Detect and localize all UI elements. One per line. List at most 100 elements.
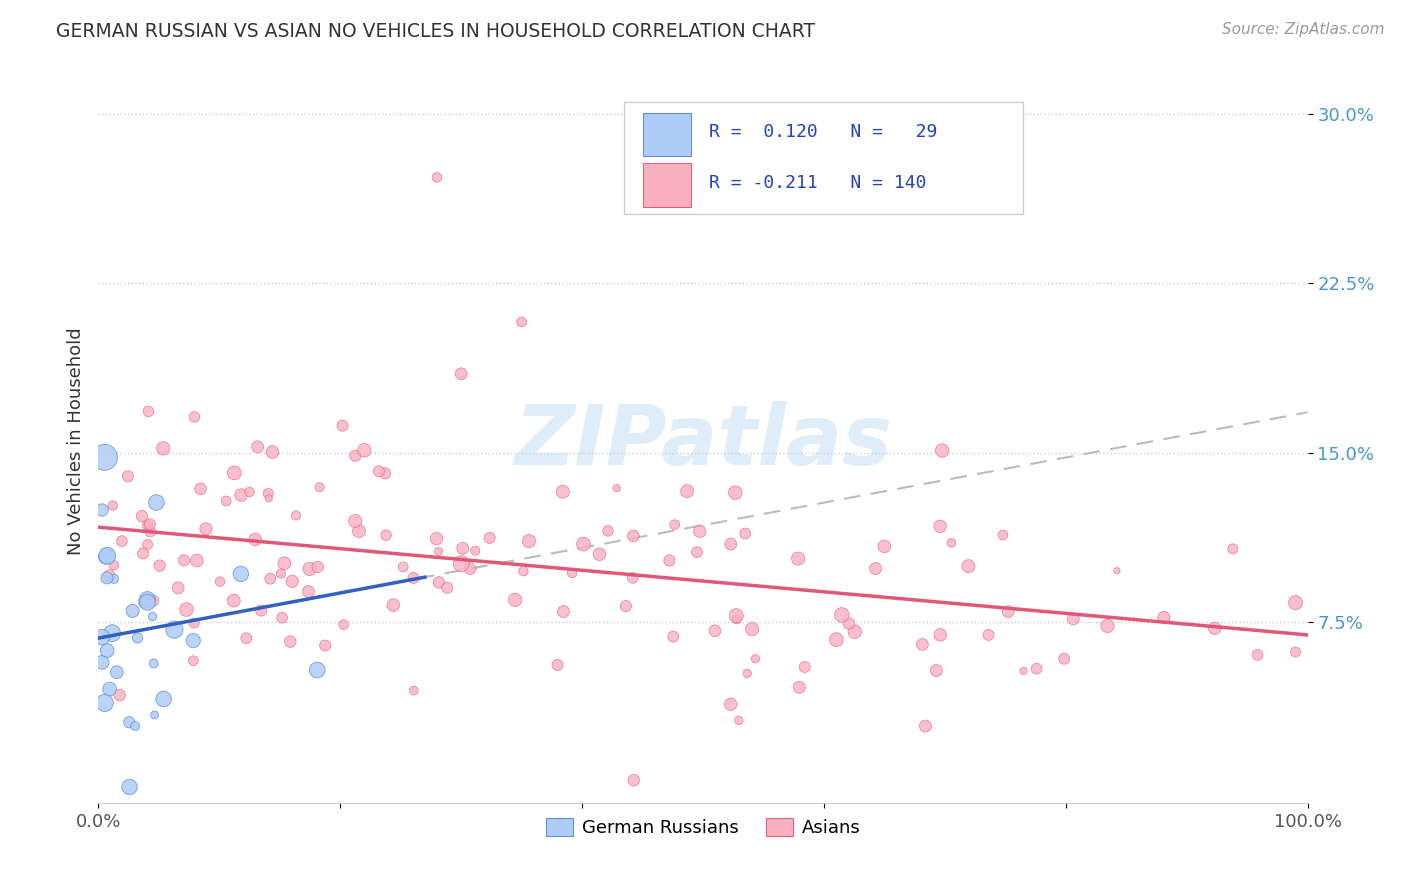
Point — [91, 503, 114, 517]
Point — [1025, 662, 1047, 676]
Point — [131, 509, 153, 524]
Point — [96, 571, 118, 585]
Point — [136, 595, 159, 609]
Point — [344, 514, 367, 528]
Point — [142, 657, 165, 671]
Point — [367, 464, 389, 478]
Point — [101, 499, 124, 513]
Point — [91, 655, 114, 669]
Point — [728, 714, 751, 728]
Point — [512, 564, 534, 578]
Point — [374, 467, 396, 481]
Point — [450, 557, 472, 571]
Point — [93, 696, 115, 710]
Point — [235, 631, 257, 645]
Point — [332, 617, 354, 632]
Point — [392, 560, 415, 574]
Point — [271, 611, 294, 625]
Point — [704, 624, 727, 638]
Point — [572, 537, 595, 551]
Point — [931, 443, 953, 458]
Point — [1062, 612, 1084, 626]
Y-axis label: No Vehicles in Household: No Vehicles in Household — [66, 327, 84, 556]
Point — [844, 624, 866, 639]
Point — [103, 558, 125, 573]
Point — [186, 553, 208, 567]
Point — [503, 592, 526, 607]
Point — [427, 575, 450, 590]
Point — [229, 566, 252, 581]
FancyBboxPatch shape — [624, 102, 1024, 214]
Point — [1284, 596, 1306, 610]
Point — [96, 549, 118, 564]
Point — [1053, 652, 1076, 666]
Point — [838, 616, 860, 631]
Point — [957, 559, 980, 574]
Legend: German Russians, Asians: German Russians, Asians — [538, 811, 868, 845]
Point — [121, 604, 143, 618]
Point — [91, 630, 114, 644]
Point — [245, 533, 267, 547]
Point — [298, 562, 321, 576]
Point — [789, 681, 811, 695]
FancyBboxPatch shape — [643, 163, 690, 207]
Point — [725, 612, 748, 626]
Point — [427, 544, 450, 558]
FancyBboxPatch shape — [643, 112, 690, 156]
Point — [183, 615, 205, 630]
Point — [105, 665, 128, 680]
Point — [436, 581, 458, 595]
Point — [825, 632, 848, 647]
Point — [929, 519, 952, 533]
Point — [149, 558, 172, 573]
Point — [793, 660, 815, 674]
Point — [127, 631, 149, 645]
Point — [173, 553, 195, 567]
Point — [136, 592, 159, 607]
Point — [865, 561, 887, 575]
Point — [108, 688, 131, 702]
Point — [142, 594, 165, 608]
Point — [676, 484, 699, 499]
Point — [929, 628, 952, 642]
Point — [273, 556, 295, 570]
Text: ZIPatlas: ZIPatlas — [515, 401, 891, 482]
Point — [246, 440, 269, 454]
Point — [741, 622, 763, 636]
Point — [118, 715, 141, 730]
Point — [720, 698, 742, 712]
Point — [136, 518, 159, 533]
Point — [307, 663, 329, 677]
Point — [176, 602, 198, 616]
Point — [606, 481, 628, 495]
Point — [167, 581, 190, 595]
Text: R = -0.211   N = 140: R = -0.211 N = 140 — [709, 174, 927, 192]
Point — [270, 566, 292, 581]
Point — [458, 562, 481, 576]
Point — [1012, 664, 1035, 678]
Point — [222, 593, 245, 607]
Point — [344, 449, 367, 463]
Point — [117, 469, 139, 483]
Point — [662, 630, 685, 644]
Point — [124, 719, 146, 733]
Point — [307, 559, 329, 574]
Point — [1105, 564, 1128, 578]
Point — [787, 551, 810, 566]
Point — [103, 572, 125, 586]
Point — [181, 633, 204, 648]
Point — [347, 524, 370, 538]
Point — [911, 638, 934, 652]
Point — [997, 605, 1019, 619]
Point — [141, 609, 163, 624]
Point — [98, 682, 121, 697]
Point — [450, 367, 472, 381]
Point — [183, 654, 205, 668]
Point — [1204, 621, 1226, 635]
Point — [163, 623, 186, 637]
Point — [551, 484, 574, 499]
Point — [262, 445, 284, 459]
Text: GERMAN RUSSIAN VS ASIAN NO VEHICLES IN HOUSEHOLD CORRELATION CHART: GERMAN RUSSIAN VS ASIAN NO VEHICLES IN H… — [56, 22, 815, 41]
Point — [831, 607, 853, 622]
Point — [250, 603, 273, 617]
